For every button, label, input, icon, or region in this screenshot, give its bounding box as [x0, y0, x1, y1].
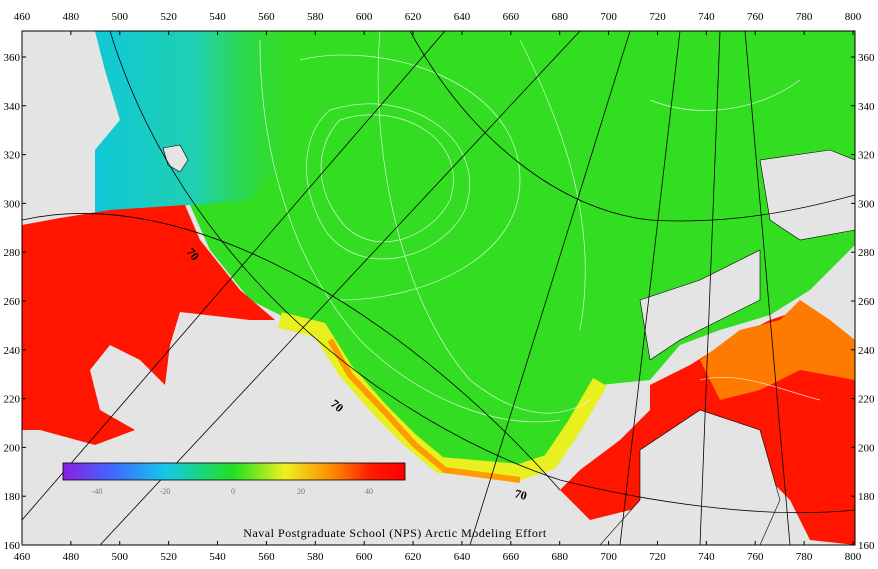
colorbar-tick-label: -20: [160, 487, 171, 496]
x-tick-label: 540: [209, 11, 226, 23]
x-tick-label: 800: [845, 11, 862, 23]
x-tick-label: 560: [258, 551, 275, 563]
y-tick-label: 180: [4, 491, 21, 503]
land-south: [599, 409, 781, 545]
x-tick-label: 460: [14, 11, 31, 23]
colorbar-tick-label: -40: [92, 487, 103, 496]
x-tick-label: 680: [551, 11, 568, 23]
x-tick-label: 780: [796, 11, 813, 23]
x-tick-label: 620: [405, 11, 422, 23]
tick-labels: 460 460 480 480 500 500 520 520 540 540 560 560 580 5…: [4, 11, 876, 563]
y-tick-label: 300: [858, 198, 875, 210]
y-tick-label: 280: [858, 247, 875, 259]
x-tick-label: 620: [405, 551, 422, 563]
x-tick-label: 600: [356, 11, 373, 23]
x-tick-label: 720: [649, 551, 666, 563]
x-tick-label: 740: [698, 551, 715, 563]
x-tick-label: 460: [14, 551, 31, 563]
x-tick-label: 600: [356, 551, 373, 563]
x-tick-label: 500: [112, 11, 129, 23]
y-tick-label: 180: [858, 491, 875, 503]
x-tick-label: 760: [747, 551, 764, 563]
y-tick-label: 160: [4, 540, 21, 552]
x-tick-label: 640: [454, 11, 471, 23]
y-tick-label: 220: [4, 394, 21, 406]
warm-coast-inner: [327, 338, 521, 483]
y-tick-label: 240: [858, 345, 875, 357]
x-tick-label: 700: [600, 551, 617, 563]
y-tick-label: 200: [858, 442, 875, 454]
y-tick-label: 320: [858, 150, 875, 162]
y-tick-label: 320: [4, 150, 21, 162]
y-tick-label: 200: [4, 442, 21, 454]
colorbar: [62, 462, 406, 481]
x-tick-label: 480: [63, 11, 80, 23]
x-tick-label: 680: [551, 551, 568, 563]
y-tick-label: 300: [4, 198, 21, 210]
x-tick-label: 480: [63, 551, 80, 563]
cold-water: [95, 31, 300, 220]
x-tick-label: 660: [503, 551, 520, 563]
x-tick-label: 760: [747, 11, 764, 23]
x-tick-label: 560: [258, 11, 275, 23]
caption: Naval Postgraduate School (NPS) Arctic M…: [243, 526, 547, 540]
y-tick-label: 360: [4, 52, 21, 64]
x-tick-label: 780: [796, 551, 813, 563]
peninsula: [639, 249, 761, 361]
map-frame: [21, 30, 856, 546]
colorbar-tick-label: 40: [365, 487, 373, 496]
x-tick-label: 580: [307, 551, 324, 563]
x-tick-label: 720: [649, 11, 666, 23]
y-tick-label: 160: [858, 540, 875, 552]
warm-water-west: [22, 205, 275, 445]
x-tick-label: 700: [600, 11, 617, 23]
x-tick-label: 660: [503, 11, 520, 23]
x-tick-label: 800: [845, 551, 862, 563]
depth-contours: [259, 31, 821, 423]
warm-water-north: [700, 300, 855, 400]
y-tick-label: 220: [858, 394, 875, 406]
map-content: [22, 31, 855, 545]
y-tick-label: 240: [4, 345, 21, 357]
colorbar-tick-label: 0: [231, 487, 235, 496]
y-tick-label: 360: [858, 52, 875, 64]
colorbar-tick-label: 20: [297, 487, 305, 496]
y-tick-label: 280: [4, 247, 21, 259]
x-tick-label: 520: [160, 11, 177, 23]
y-tick-label: 260: [858, 296, 875, 308]
graticule: [22, 31, 855, 545]
peninsula-2: [759, 149, 855, 241]
x-tick-label: 580: [307, 11, 324, 23]
x-tick-label: 500: [112, 551, 129, 563]
x-tick-label: 540: [209, 551, 226, 563]
x-tick-label: 520: [160, 551, 177, 563]
y-tick-label: 340: [858, 101, 875, 113]
x-tick-label: 740: [698, 11, 715, 23]
contour-label: 70: [513, 486, 528, 503]
y-tick-label: 340: [4, 101, 21, 113]
y-tick-label: 260: [4, 296, 21, 308]
x-tick-label: 640: [454, 551, 471, 563]
